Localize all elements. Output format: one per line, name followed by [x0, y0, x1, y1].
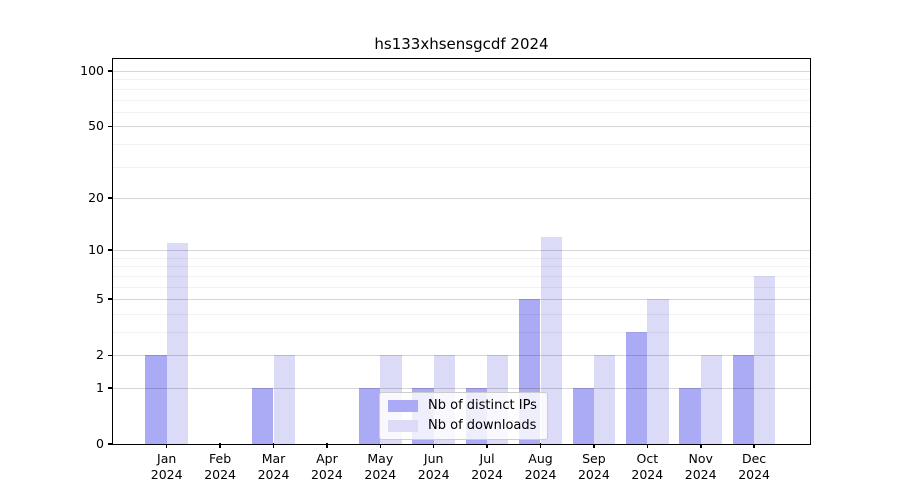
bar-distinct-ips-may: [358, 388, 381, 444]
bar-distinct-ips-dec: [732, 355, 755, 444]
x-tick-label: Aug 2024: [524, 451, 557, 483]
y-tick-label: 2: [96, 347, 104, 363]
gridline-minor: [113, 332, 810, 333]
x-tick-mark: [539, 443, 542, 448]
legend: Nb of distinct IPs Nb of downloads: [379, 392, 548, 440]
gridline-minor: [113, 275, 810, 277]
x-tick-label: Apr 2024: [310, 451, 343, 483]
gridline-major: [113, 388, 810, 389]
x-tick-mark: [753, 443, 755, 448]
y-tick-label: 10: [88, 242, 104, 258]
gridline-minor: [113, 99, 810, 101]
chart-title: hs133xhsensgcdf 2024: [374, 35, 549, 53]
x-tick-mark: [326, 443, 328, 448]
gridline-minor: [113, 111, 810, 113]
y-tick-label: 0: [96, 436, 104, 451]
x-tick-label: May 2024: [364, 451, 397, 483]
bar-downloads-jan: [166, 243, 189, 444]
bar-downloads-oct: [647, 299, 669, 444]
bar-downloads-dec: [754, 275, 776, 444]
gridline-minor: [113, 266, 810, 268]
bar-downloads-nov: [700, 355, 723, 444]
y-tick-mark: [108, 125, 113, 127]
bar-distinct-ips-sep: [572, 388, 594, 444]
y-tick-label: 100: [80, 63, 104, 78]
y-tick-label: 1: [96, 380, 104, 395]
y-tick-label: 5: [96, 291, 104, 307]
x-tick-mark: [272, 443, 275, 448]
legend-label-distinct-ips: Nb of distinct IPs: [428, 398, 537, 413]
bar-distinct-ips-jan: [145, 355, 167, 444]
y-tick-mark: [108, 354, 113, 356]
y-tick-mark: [108, 249, 113, 251]
x-tick-label: Jan 2024: [150, 451, 183, 483]
gridline-major: [113, 299, 810, 301]
x-tick-label: Mar 2024: [257, 451, 290, 483]
legend-item-distinct-ips: Nb of distinct IPs: [388, 398, 537, 413]
gridline-minor: [113, 166, 810, 168]
bar-distinct-ips-oct: [625, 332, 648, 444]
x-tick-label: Oct 2024: [631, 451, 664, 483]
gridline-minor: [113, 79, 810, 81]
gridline-minor: [113, 257, 810, 259]
x-tick-mark: [432, 443, 435, 448]
gridline-major: [113, 126, 810, 128]
x-tick-mark: [646, 443, 648, 448]
plot-area: [113, 59, 810, 444]
x-tick-label: Jun 2024: [417, 451, 450, 483]
y-tick-mark: [108, 298, 113, 300]
y-tick-mark: [108, 387, 113, 389]
x-tick-mark: [700, 443, 702, 448]
x-tick-mark: [165, 443, 168, 448]
x-tick-mark: [486, 443, 488, 448]
legend-item-downloads: Nb of downloads: [388, 418, 537, 433]
gridline-minor: [113, 286, 810, 288]
gridline-major: [113, 71, 810, 72]
x-tick-mark: [219, 443, 221, 448]
gridline-major: [113, 250, 810, 252]
legend-label-downloads: Nb of downloads: [428, 418, 537, 433]
x-tick-mark: [593, 443, 595, 448]
x-tick-label: Feb 2024: [204, 451, 236, 483]
x-tick-label: Sep 2024: [577, 451, 610, 483]
y-tick-mark: [108, 70, 113, 72]
y-tick-label: 20: [88, 189, 104, 205]
bar-distinct-ips-mar: [252, 388, 274, 444]
x-tick-label: Nov 2024: [684, 451, 717, 483]
y-tick-mark: [108, 197, 113, 199]
bar-distinct-ips-nov: [679, 388, 701, 444]
x-tick-label: Jul 2024: [471, 451, 503, 483]
legend-swatch-downloads-icon: [388, 419, 418, 432]
bar-downloads-mar: [273, 355, 295, 444]
gridline-minor: [113, 313, 810, 315]
gridline-major: [113, 355, 810, 357]
x-tick-mark: [379, 443, 381, 448]
bar-downloads-sep: [593, 355, 616, 444]
gridline-minor: [113, 88, 810, 90]
x-tick-label: Dec 2024: [738, 451, 770, 483]
y-tick-mark: [108, 443, 113, 445]
gridline-minor: [113, 143, 810, 145]
legend-swatch-distinct-ips-icon: [388, 399, 418, 412]
gridline-major: [113, 197, 810, 199]
y-tick-label: 50: [88, 118, 104, 134]
